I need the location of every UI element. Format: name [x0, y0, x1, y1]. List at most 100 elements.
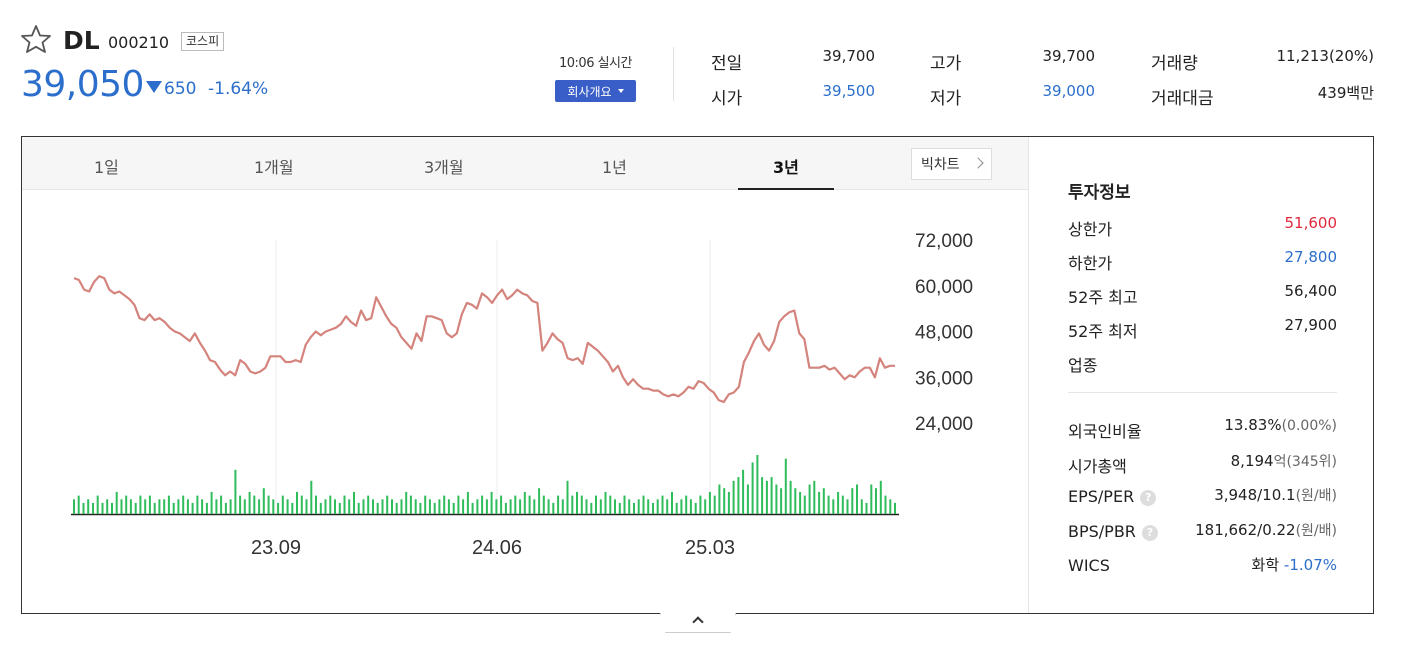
open-label: 시가 — [711, 89, 743, 109]
volume-bar — [561, 499, 564, 515]
chevron-up-icon — [692, 616, 704, 628]
tab-1d[interactable]: 1일 — [94, 158, 119, 177]
volume-bar — [528, 495, 531, 514]
divider — [1028, 137, 1029, 613]
stock-code: 000210 — [108, 33, 170, 52]
investment-info-title: 투자정보 — [1068, 183, 1131, 203]
volume-bar — [671, 491, 673, 514]
volume-bar — [756, 455, 759, 514]
volume-bar — [571, 495, 574, 514]
investment-value-main: 8,194 — [1230, 451, 1274, 470]
investment-value: 56,400 — [1284, 282, 1338, 300]
volume-bar — [642, 495, 645, 514]
volume-bar — [704, 499, 707, 515]
volume-bar — [106, 499, 109, 515]
volume-bar — [732, 480, 735, 514]
volume-bar — [827, 495, 830, 514]
y-tick-label: 60,000 — [915, 277, 973, 298]
volume-bar — [500, 495, 503, 514]
investment-value-main: 13.83% — [1224, 416, 1282, 434]
stock-name: DL — [63, 26, 100, 55]
volume-bar — [82, 502, 85, 514]
collapse-button[interactable] — [660, 613, 736, 633]
company-overview-button[interactable]: 회사개요 — [555, 80, 636, 102]
divider — [673, 47, 674, 101]
volume-bar — [813, 480, 816, 514]
investment-value: 51,600 — [1284, 214, 1338, 232]
volume-bar — [476, 499, 479, 515]
help-icon[interactable]: ? — [1140, 490, 1157, 506]
favorite-star-icon[interactable] — [20, 24, 52, 54]
help-icon[interactable]: ? — [1141, 524, 1158, 541]
volume-bar — [324, 499, 327, 515]
volume-bar — [633, 502, 635, 514]
volume-bar — [832, 499, 835, 515]
volume-bar — [694, 502, 697, 514]
investment-value: 화학 -1.07% — [1252, 554, 1337, 575]
investment-value: 8,194억(345위) — [1231, 451, 1337, 471]
volume-bar — [637, 499, 640, 515]
volume-bar — [652, 502, 654, 514]
volume-bar — [742, 469, 745, 515]
company-overview-label: 회사개요 — [567, 84, 612, 99]
volume-bar — [300, 495, 303, 514]
volume-bar — [775, 484, 778, 514]
tab-3m[interactable]: 3개월 — [424, 158, 464, 177]
prev-close-label: 전일 — [711, 54, 743, 74]
volume-bar — [111, 502, 113, 514]
volume-bar — [329, 495, 332, 514]
volume-bar — [884, 495, 887, 514]
volume-bar — [841, 495, 844, 514]
volume-bar — [172, 502, 175, 514]
volume-bar — [466, 491, 469, 514]
period-tabs: 1일 1개월 3개월 1년 3년 빅차트 — [22, 137, 1028, 190]
investment-label: 52주 최저 — [1068, 322, 1138, 341]
tab-3y[interactable]: 3년 — [773, 158, 799, 177]
price-chart: 72,000 60,000 48,000 36,000 24,000 23.09 24.06… — [71, 231, 973, 557]
volume-bar — [215, 499, 218, 515]
volume-bar — [224, 502, 227, 514]
volume-bar — [338, 502, 341, 514]
volume-bar — [96, 495, 99, 514]
investment-value-main: 181,662/0.22 — [1195, 520, 1296, 539]
volume-bar — [746, 484, 749, 514]
volume-bar — [590, 502, 593, 514]
volume-bar — [751, 462, 754, 514]
volume-bar — [552, 502, 555, 514]
volume-bar — [490, 491, 493, 514]
volume-bar — [391, 499, 393, 515]
volume-bar — [239, 495, 242, 514]
volume-bar — [139, 495, 142, 514]
investment-value: 181,662/0.22(원/배) — [1195, 520, 1337, 540]
volume-bar — [723, 488, 726, 514]
volume-bar — [148, 495, 151, 514]
tab-1m[interactable]: 1개월 — [254, 158, 294, 177]
volume-bar — [514, 495, 517, 514]
volume-bar — [542, 495, 545, 514]
y-tick-label: 36,000 — [915, 368, 973, 389]
y-tick-label: 24,000 — [915, 414, 973, 435]
low-label: 저가 — [930, 89, 962, 109]
volume-bar — [281, 495, 284, 514]
volume-bar — [433, 502, 436, 514]
investment-label: 상한가 — [1068, 220, 1113, 239]
investment-label: EPS/PER? — [1068, 487, 1157, 506]
volume-bar — [452, 502, 455, 514]
volume-bar — [77, 495, 80, 514]
sector-change: -1.07% — [1279, 556, 1337, 574]
volume-bar — [889, 499, 892, 515]
volume-bar — [784, 458, 787, 514]
price-line — [73, 275, 895, 404]
volume-bar — [656, 499, 659, 515]
volume-bar — [438, 499, 441, 515]
divider — [1068, 392, 1337, 393]
volume-bar — [428, 499, 431, 515]
volume-bar — [846, 499, 849, 515]
volume-bar — [153, 502, 156, 514]
bigchart-button[interactable]: 빅차트 — [911, 148, 992, 180]
investment-value-sub: (0.00%) — [1281, 418, 1337, 434]
price-change-percent: -1.64% — [208, 79, 269, 99]
tab-1y[interactable]: 1년 — [602, 158, 627, 177]
volume-bar — [666, 499, 669, 515]
volume-bar — [272, 499, 275, 515]
